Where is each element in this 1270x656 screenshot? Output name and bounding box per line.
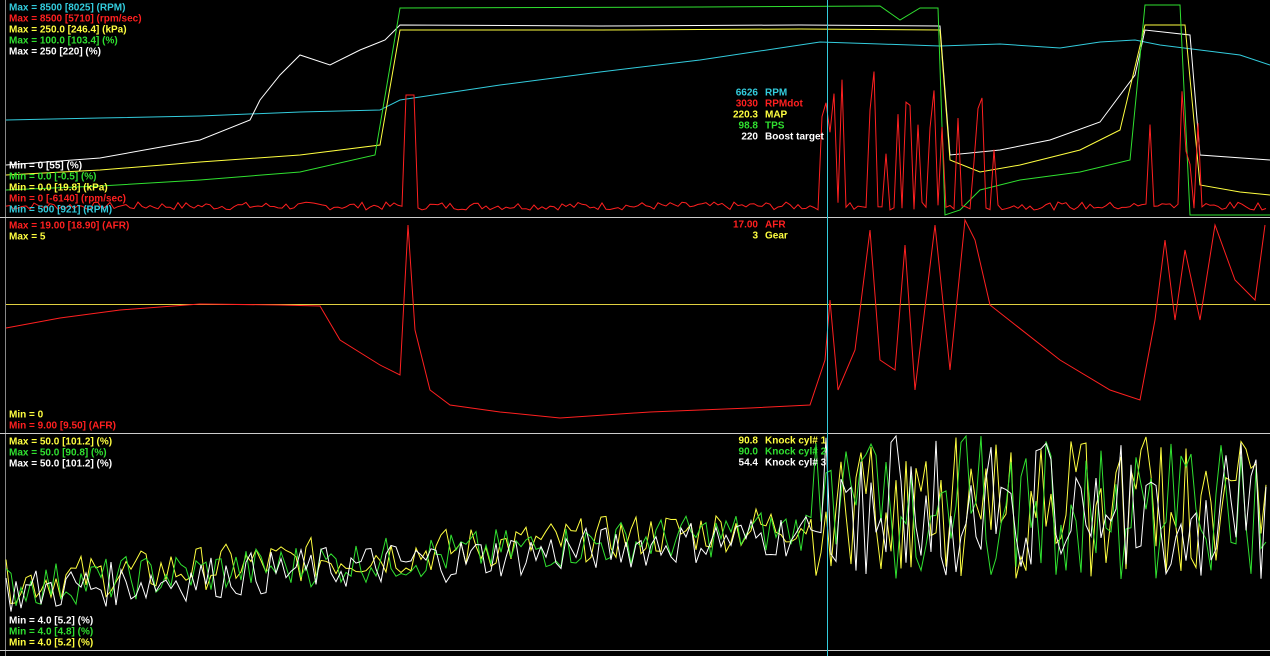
min-label: Min = 500 [921] (RPM)	[9, 205, 112, 216]
readout-value: 90.8	[739, 436, 759, 447]
max-label: Max = 50.0 [90.8] (%)	[9, 448, 107, 459]
readout-name: RPMdot	[765, 99, 803, 110]
max-label: Max = 50.0 [101.2] (%)	[9, 459, 112, 470]
readout-name: RPM	[765, 88, 787, 99]
min-label: Min = 4.0 [4.8] (%)	[9, 627, 93, 638]
readout-value: 220	[741, 132, 758, 143]
min-label: Min = 0 [55] (%)	[9, 161, 82, 172]
max-label: Max = 5	[9, 232, 46, 243]
map-trace	[5, 24, 1270, 196]
readout-value: 3030	[736, 99, 759, 110]
tps-trace	[5, 4, 1270, 216]
max-label: Max = 100.0 [103.4] (%)	[9, 36, 118, 47]
knock-trace	[5, 434, 1267, 606]
max-label: Max = 19.00 [18.90] (AFR)	[9, 221, 129, 232]
min-label: Min = 4.0 [5.2] (%)	[9, 638, 93, 649]
max-label: Max = 8500 [5710] (rpm/sec)	[9, 14, 142, 25]
min-label: Min = 0.0 [-0.5] (%)	[9, 172, 97, 183]
readout-value: 90.0	[739, 447, 759, 458]
readout-name: MAP	[765, 110, 788, 121]
rpm-trace	[5, 39, 1270, 121]
min-label: Min = 9.00 [9.50] (AFR)	[9, 421, 116, 432]
afr-trace	[5, 218, 1266, 419]
readout-name: Gear	[765, 231, 788, 242]
traces	[5, 4, 1270, 612]
readout-name: TPS	[765, 121, 785, 132]
readout-value: 220.3	[733, 110, 758, 121]
min-label: Min = 4.0 [5.2] (%)	[9, 616, 93, 627]
rpmdot-trace	[5, 71, 1267, 212]
max-label: Max = 250.0 [246.4] (kPa)	[9, 25, 127, 36]
readout-value: 98.8	[739, 121, 759, 132]
readout-name: AFR	[765, 220, 786, 231]
readout-name: Knock cyl# 3	[765, 458, 827, 469]
knock-trace	[5, 436, 1267, 605]
readout-value: 3	[752, 231, 758, 242]
max-label: Max = 250 [220] (%)	[9, 47, 101, 58]
readout-value: 17.00	[733, 220, 758, 231]
boost-trace	[5, 24, 1270, 166]
min-label: Min = 0	[9, 410, 44, 421]
min-label: Min = 0.0 [19.8] (kPa)	[9, 183, 108, 194]
readout-name: Boost target	[765, 132, 825, 143]
readout-value: 6626	[736, 88, 759, 99]
readout-value: 54.4	[739, 458, 759, 469]
min-label: Min = 0 [-6140] (rpm/sec)	[9, 194, 126, 205]
max-label: Max = 8500 [8025] (RPM)	[9, 3, 125, 14]
readout-name: Knock cyl# 2	[765, 447, 827, 458]
max-label: Max = 50.0 [101.2] (%)	[9, 437, 112, 448]
readout-name: Knock cyl# 1	[765, 436, 827, 447]
knock-trace	[5, 434, 1267, 612]
